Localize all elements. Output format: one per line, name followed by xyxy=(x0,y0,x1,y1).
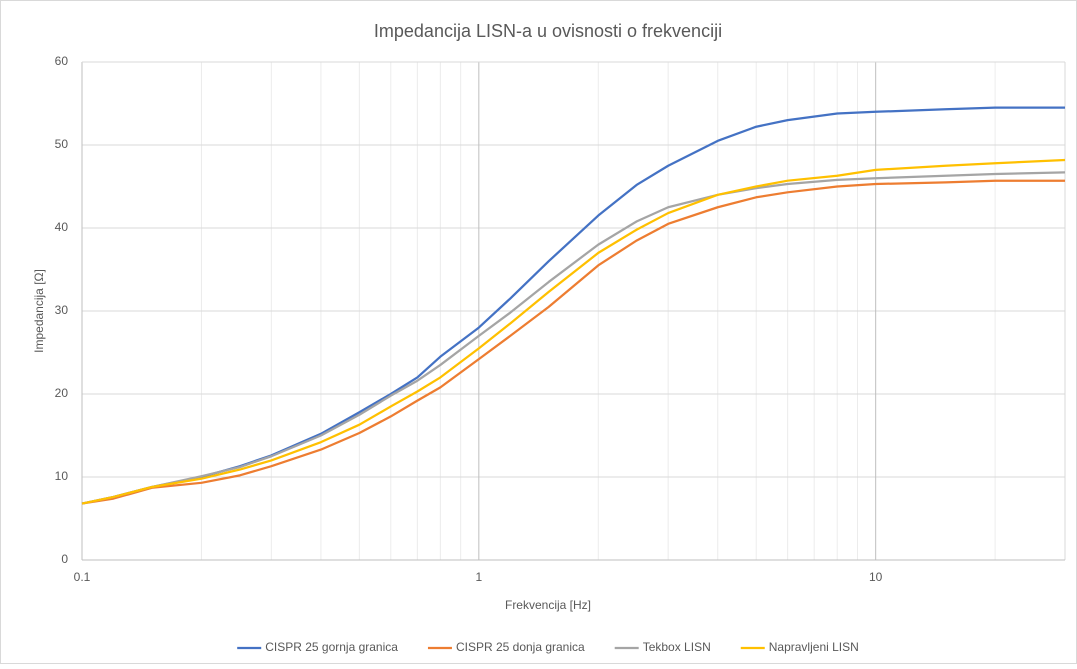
y-axis-label: Impedancija [Ω] xyxy=(32,269,46,353)
x-tick-label: 1 xyxy=(475,570,482,584)
series-line xyxy=(81,171,1066,505)
series-line xyxy=(81,158,1066,505)
legend-label: CISPR 25 donja granica xyxy=(456,640,585,654)
y-tick-label: 50 xyxy=(55,137,69,151)
y-tick-label: 20 xyxy=(55,386,69,400)
y-tick-label: 0 xyxy=(61,552,68,566)
y-tick-label: 40 xyxy=(55,220,69,234)
legend: CISPR 25 gornja granica CISPR 25 donja gr… xyxy=(237,640,859,654)
series-line xyxy=(81,179,1065,505)
chart-title: Impedancija LISN-a u ovisnosti o frekven… xyxy=(374,21,722,41)
legend-label: Napravljeni LISN xyxy=(769,640,859,654)
x-axis-label: Frekvencija [Hz] xyxy=(505,598,591,612)
y-tick-label: 60 xyxy=(55,54,69,68)
legend-label: CISPR 25 gornja granica xyxy=(265,640,398,654)
x-tick-label: 0.1 xyxy=(74,570,91,584)
legend-label: Tekbox LISN xyxy=(643,640,711,654)
x-tick-label: 10 xyxy=(869,570,883,584)
y-tick-label: 10 xyxy=(55,469,69,483)
y-tick-label: 30 xyxy=(55,303,69,317)
